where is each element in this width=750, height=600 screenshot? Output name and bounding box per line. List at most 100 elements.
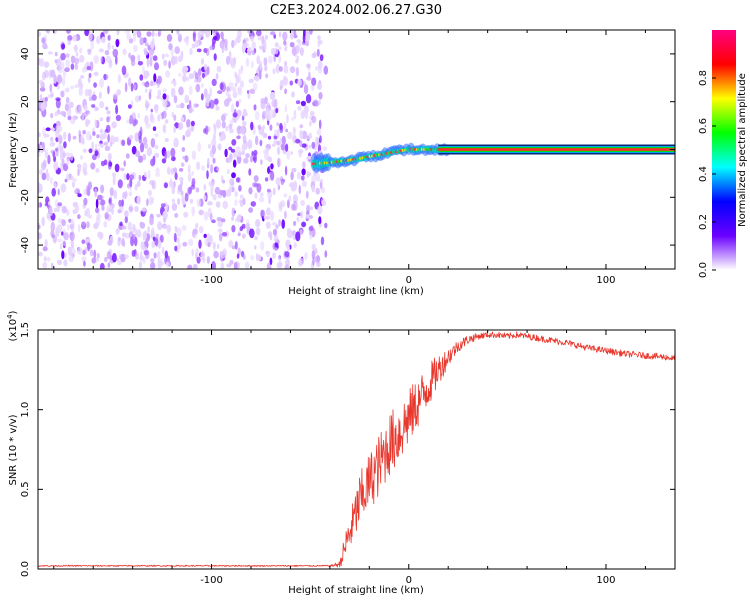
- spectrogram-noise-blob: [99, 128, 104, 134]
- spectrogram-noise-blob: [195, 252, 198, 260]
- spectrogram-noise-blob: [196, 256, 201, 264]
- spectrogram-noise-blob: [293, 30, 297, 39]
- spectrogram-noise-blob: [162, 88, 167, 93]
- spectrogram-noise-blob: [44, 96, 48, 102]
- spectrogram-noise-blob: [304, 111, 309, 120]
- spectrogram-noise-blob: [187, 238, 194, 246]
- snr-series-line: [38, 331, 675, 568]
- spectrogram-noise-blob: [276, 128, 280, 139]
- spectrogram-noise-blob: [129, 114, 134, 124]
- spectrogram-noise-blob: [104, 128, 109, 133]
- spectrogram-noise-blob: [211, 261, 216, 269]
- spectrogram-noise-blob: [114, 136, 119, 143]
- spectrogram-noise-blob: [134, 184, 138, 191]
- spectrogram-noise-blob: [93, 55, 99, 64]
- spectrogram-noise-blob: [153, 73, 157, 83]
- spectrogram-noise-blob: [88, 73, 92, 78]
- spectrogram-noise-blob: [38, 132, 41, 138]
- snr-y-ticks: 0.0 0.5 1.0 1.5: [20, 322, 675, 577]
- spectrogram-noise-blob: [300, 210, 304, 220]
- spectrogram-noise-blob: [284, 104, 287, 113]
- spectrogram-noise-blob: [310, 206, 313, 211]
- spectrogram-noise-blob: [186, 128, 191, 135]
- spectrogram-noise-blob: [79, 82, 84, 90]
- spectrogram-noise-blob: [188, 73, 195, 80]
- spectrogram-noise-blob: [284, 210, 287, 219]
- spectrogram-noise-blob: [309, 30, 313, 35]
- spectrogram-noise-blob: [221, 218, 226, 223]
- spectrogram-noise-blob: [201, 165, 205, 172]
- spectrogram-noise-blob: [239, 80, 245, 88]
- spectrogram-noise-blob: [38, 57, 41, 66]
- spectrogram-noise-blob: [269, 257, 273, 266]
- spectrogram-panel: -100 0 100 -40 -20 0 20 40 Height of straight …: [8, 29, 676, 297]
- spectrogram-noise-blob: [120, 167, 125, 172]
- spectrogram-noise-blob: [221, 232, 228, 237]
- snr-frame: [37, 329, 676, 570]
- spectrogram-noise-blob: [284, 165, 288, 176]
- spectrogram-noise-blob: [281, 219, 286, 229]
- spectrogram-noise-blob: [79, 74, 85, 79]
- spectrogram-noise-blob: [92, 131, 96, 136]
- spectrogram-noise-blob: [41, 37, 46, 44]
- spectrogram-noise-blob: [77, 247, 83, 255]
- spectrogram-noise-blob: [196, 161, 201, 171]
- spectrogram-noise-blob: [251, 150, 254, 157]
- spectrogram-noise-blob: [74, 44, 78, 53]
- spectrogram-noise-blob: [299, 47, 304, 56]
- spectrogram-noise-blob: [164, 53, 170, 58]
- spectrogram-noise-blob: [39, 81, 43, 87]
- spectrogram-noise-blob: [42, 42, 48, 50]
- spectrogram-noise-blob: [104, 145, 111, 151]
- spectrogram-noise-blob: [302, 33, 306, 44]
- spectrogram-noise-blob: [65, 96, 70, 104]
- spectrogram-noise-blob: [142, 65, 145, 74]
- spectrogram-noise-blob: [41, 216, 45, 227]
- spectrogram-noise-blob: [118, 199, 123, 207]
- spectrogram-noise-blob: [177, 55, 183, 63]
- spectrogram-noise-blob: [311, 115, 317, 124]
- spectrogram-noise-blob: [179, 176, 184, 182]
- spectrogram-noise-blob: [272, 187, 276, 196]
- spectrogram-noise-blob: [47, 154, 51, 165]
- spectrogram-noise-blob: [212, 157, 216, 164]
- spectrogram-noise-blob: [216, 166, 220, 171]
- spectrogram-noise-blob: [56, 84, 60, 90]
- spectrogram-noise-blob: [161, 246, 165, 255]
- spectrogram-noise-blob: [57, 238, 63, 243]
- spectrogram-noise-blob: [314, 66, 320, 71]
- spectrogram-noise-blob: [234, 199, 238, 206]
- spectrogram-noise-blob: [270, 210, 274, 221]
- spectrogram-noise-blob: [182, 74, 187, 83]
- spectrogram-noise-blob: [279, 85, 283, 91]
- spectrogram-noise-blob: [71, 248, 76, 255]
- spectrogram-noise-blob: [256, 30, 262, 37]
- spectrogram-noise-blob: [171, 198, 175, 204]
- spectrogram-noise-blob: [318, 100, 321, 105]
- spectrogram-noise-blob: [123, 172, 127, 181]
- spectrogram-noise-blob: [225, 125, 229, 132]
- spectrogram-noise-blob: [312, 257, 315, 266]
- spectrogram-noise-blob: [286, 149, 291, 160]
- spectrogram-noise-blob: [82, 249, 86, 256]
- spectrogram-noise-blob: [298, 150, 303, 158]
- spectrogram-noise-blob: [231, 207, 236, 217]
- spectrogram-noise-blob: [164, 150, 168, 160]
- spectrogram-noise-blob: [135, 150, 141, 158]
- spectrogram-noise-blob: [157, 31, 161, 37]
- spectrogram-noise-blob: [152, 55, 158, 62]
- spectrogram-noise-blob: [252, 156, 256, 161]
- spectrogram-noise-blob: [269, 124, 273, 131]
- spectrogram-noise-blob: [308, 226, 314, 232]
- spectrogram-noise-blob: [182, 241, 188, 247]
- spectrogram-noise-blob: [266, 251, 270, 258]
- spectrogram-noise-blob: [247, 46, 252, 52]
- spectrogram-noise-blob: [282, 76, 289, 86]
- spectrogram-noise-blob: [228, 158, 233, 164]
- spectrogram-noise-blob: [319, 54, 324, 62]
- spectrogram-noise-blob: [171, 203, 178, 211]
- spectrogram-noise-blob: [315, 173, 321, 182]
- spectrogram-noise-blob: [260, 241, 265, 251]
- spectrogram-noise-blob: [263, 215, 267, 220]
- spectrogram-noise-blob: [100, 184, 105, 194]
